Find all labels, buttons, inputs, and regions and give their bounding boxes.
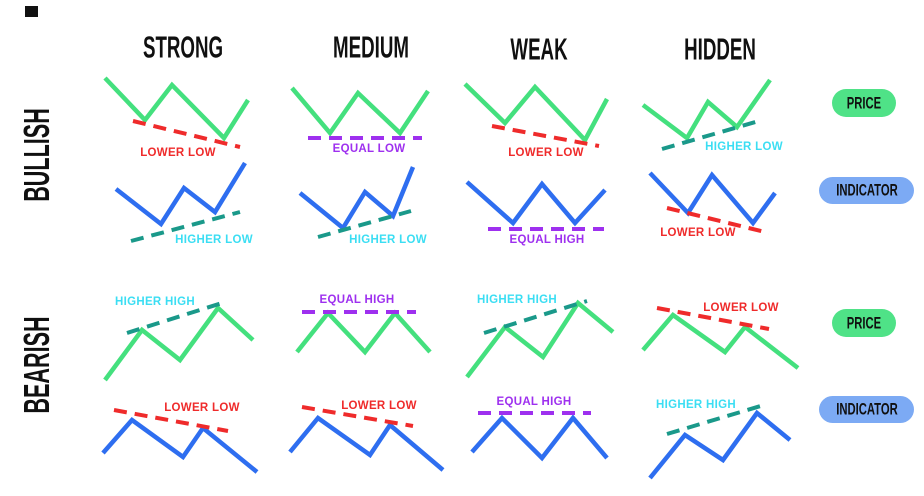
column-header-medium-label: MEDIUM bbox=[333, 29, 409, 65]
cell-bullish-weak-price: LOWER LOW bbox=[463, 82, 609, 159]
column-header-weak-label: WEAK bbox=[510, 31, 568, 67]
column-header-hidden-label: HIDDEN bbox=[684, 31, 756, 67]
indicator-zigzag-line bbox=[298, 166, 416, 232]
cell-bullish-hidden-indicator: LOWER LOW bbox=[648, 171, 777, 239]
trend-dash-line bbox=[483, 299, 588, 335]
column-header-strong: STRONG bbox=[127, 29, 238, 65]
cell-bearish-hidden-price: LOWER LOW bbox=[641, 302, 800, 370]
pattern-label: EQUAL LOW bbox=[333, 143, 406, 155]
indicator-zigzag-line bbox=[648, 171, 777, 227]
trend-dash-line bbox=[132, 119, 241, 149]
pattern-label: LOWER LOW bbox=[660, 227, 736, 239]
pattern-label: LOWER LOW bbox=[140, 147, 216, 159]
pattern-label: HIGHER HIGH bbox=[115, 296, 195, 308]
trend-dash-line bbox=[130, 210, 241, 243]
price-zigzag-line bbox=[641, 311, 800, 370]
cell-bullish-weak-indicator: EQUAL HIGH bbox=[465, 180, 607, 246]
price-zigzag-line bbox=[641, 78, 772, 142]
trend-dash-line bbox=[491, 124, 600, 148]
corner-square-marker bbox=[25, 6, 38, 17]
price-zigzag-line bbox=[103, 76, 250, 142]
indicator-zigzag-line bbox=[101, 416, 259, 474]
pattern-label: HIGHER LOW bbox=[175, 234, 253, 246]
price-zigzag-line bbox=[465, 299, 615, 379]
price-zigzag-line bbox=[103, 304, 255, 382]
pattern-label: HIGHER HIGH bbox=[656, 399, 736, 411]
price-zigzag-line bbox=[463, 82, 609, 144]
indicator-zigzag-line bbox=[465, 180, 607, 227]
legend-pill-indicator-bearish-label: INDICATOR bbox=[835, 400, 898, 419]
trend-dash-line bbox=[113, 408, 229, 433]
cell-bearish-strong-price: HIGHER HIGH bbox=[103, 296, 255, 382]
pattern-label: LOWER LOW bbox=[508, 147, 584, 159]
cell-bearish-strong-indicator: LOWER LOW bbox=[101, 402, 259, 474]
legend-pill-price-bullish: PRICE bbox=[832, 89, 896, 117]
cell-bearish-medium-price: EQUAL HIGH bbox=[295, 294, 432, 356]
price-zigzag-line bbox=[290, 86, 430, 137]
legend-pill-price-bearish: PRICE bbox=[832, 309, 896, 337]
cell-bullish-medium-price: EQUAL LOW bbox=[290, 86, 430, 155]
legend-pill-price-bullish-label: PRICE bbox=[846, 93, 882, 113]
indicator-zigzag-line bbox=[288, 414, 445, 472]
column-header-strong-label: STRONG bbox=[142, 29, 224, 65]
pattern-label: EQUAL HIGH bbox=[320, 294, 395, 306]
column-header-weak: WEAK bbox=[499, 31, 578, 67]
pattern-label: HIGHER LOW bbox=[705, 141, 783, 153]
trend-dash-line bbox=[666, 403, 765, 436]
cell-bearish-hidden-indicator: HIGHER HIGH bbox=[648, 399, 792, 480]
cell-bullish-medium-indicator: HIGHER LOW bbox=[298, 166, 427, 246]
cell-bearish-weak-indicator: EQUAL HIGH bbox=[470, 396, 609, 462]
legend-pill-price-bearish-label: PRICE bbox=[846, 313, 882, 333]
column-header-medium: MEDIUM bbox=[318, 29, 423, 65]
pattern-label: HIGHER LOW bbox=[349, 234, 427, 246]
pattern-label: LOWER LOW bbox=[703, 302, 779, 314]
indicator-zigzag-line bbox=[648, 409, 792, 480]
legend-pill-indicator-bullish: INDICATOR bbox=[819, 177, 914, 204]
pattern-label: EQUAL HIGH bbox=[497, 396, 572, 408]
indicator-zigzag-line bbox=[470, 414, 609, 462]
cell-bullish-strong-indicator: HIGHER LOW bbox=[114, 161, 253, 246]
trend-dash-line bbox=[661, 119, 760, 151]
column-header-hidden: HIDDEN bbox=[670, 31, 770, 67]
trend-dash-line bbox=[656, 306, 770, 331]
pattern-label: LOWER LOW bbox=[164, 402, 240, 414]
trend-dash-line bbox=[301, 405, 414, 428]
cell-bearish-medium-indicator: LOWER LOW bbox=[288, 400, 445, 472]
trend-dash-line bbox=[317, 209, 412, 239]
pattern-label: EQUAL HIGH bbox=[510, 234, 585, 246]
legend-pill-indicator-bullish-label: INDICATOR bbox=[835, 181, 898, 200]
cell-bearish-weak-price: HIGHER HIGH bbox=[465, 294, 615, 379]
trend-dash-line bbox=[126, 301, 223, 335]
indicator-zigzag-line bbox=[114, 161, 247, 228]
pattern-label: HIGHER HIGH bbox=[477, 294, 557, 306]
price-zigzag-line bbox=[295, 309, 432, 356]
legend-pill-indicator-bearish: INDICATOR bbox=[819, 396, 914, 423]
trend-dash-line bbox=[666, 206, 770, 235]
cell-bullish-hidden-price: HIGHER LOW bbox=[641, 78, 783, 153]
cell-bullish-strong-price: LOWER LOW bbox=[103, 76, 250, 159]
pattern-label: LOWER LOW bbox=[341, 400, 417, 412]
